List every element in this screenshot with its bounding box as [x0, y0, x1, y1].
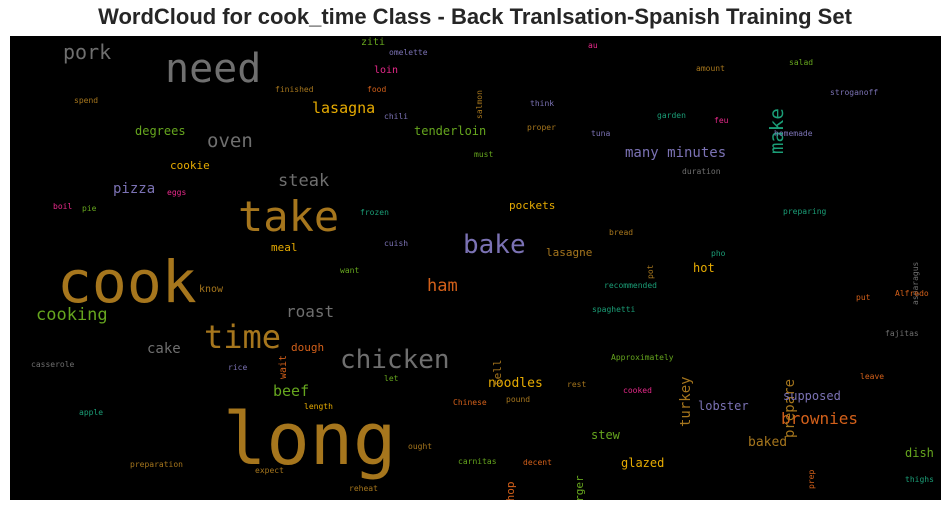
word-supposed: supposed	[783, 389, 841, 403]
word-bread: bread	[609, 228, 634, 237]
word-length: length	[304, 402, 333, 411]
word-glazed: glazed	[621, 456, 665, 470]
word-garden: garden	[657, 111, 686, 120]
wordcloud-canvas: long cook need take time chicken bake make oven p…	[10, 36, 941, 500]
word-tenderloin: tenderloin	[414, 124, 487, 138]
word-need: need	[165, 46, 262, 92]
word-prep: prep	[807, 469, 816, 490]
word-preparing: preparing	[783, 207, 827, 216]
word-asparagus: asparagus	[911, 261, 920, 306]
word-pot: pot	[646, 264, 655, 280]
word-expect: expect	[255, 466, 284, 475]
word-tuna: tuna	[591, 129, 611, 138]
word-time: time	[204, 318, 282, 356]
word-must: must	[474, 150, 494, 159]
word-casserole: casserole	[31, 360, 75, 369]
word-pound: pound	[506, 395, 531, 404]
word-pizza: pizza	[113, 181, 156, 197]
word-leave: leave	[860, 372, 885, 381]
word-proper: proper	[527, 123, 556, 132]
word-meal: meal	[271, 241, 298, 254]
word-duration: duration	[682, 167, 721, 176]
word-cake: cake	[147, 341, 181, 357]
word-boil: boil	[53, 202, 73, 211]
word-cooking: cooking	[36, 305, 108, 325]
word-hot: hot	[693, 261, 715, 275]
word-degrees: degrees	[135, 124, 186, 138]
word-decent: decent	[523, 458, 552, 467]
word-pork: pork	[63, 40, 112, 64]
word-pho: pho	[711, 249, 726, 258]
word-reheat: reheat	[349, 484, 378, 493]
word-chicken: chicken	[340, 345, 450, 375]
word-tell: tell	[491, 359, 504, 387]
word-alfredo: Alfredo	[895, 289, 929, 298]
word-preparation: preparation	[130, 460, 183, 469]
word-chinese: Chinese	[453, 398, 487, 407]
word-know: know	[199, 284, 224, 295]
word-thighs: thighs	[905, 475, 934, 484]
word-carnitas: carnitas	[458, 457, 497, 466]
word-baked: baked	[748, 435, 788, 450]
word-beef: beef	[273, 382, 310, 400]
word-pie: pie	[82, 204, 97, 213]
word-dish: dish	[905, 446, 934, 460]
word-cook: cook	[57, 248, 197, 316]
word-loin: loin	[374, 65, 399, 76]
word-cuish: cuish	[384, 239, 409, 248]
word-steak: steak	[278, 171, 330, 191]
word-brownies: brownies	[781, 409, 859, 428]
word-rest: rest	[567, 380, 587, 389]
word-amount: amount	[696, 64, 725, 73]
word-bake: bake	[463, 230, 526, 260]
word-long: long	[223, 397, 397, 481]
word-salmon: salmon	[475, 89, 484, 119]
word-chop: chop	[504, 481, 517, 500]
word-approximately: Approximately	[611, 353, 674, 362]
word-apple: apple	[79, 408, 104, 417]
word-hamburger: hamburger	[573, 476, 586, 500]
word-cooked: cooked	[623, 386, 652, 395]
word-frozen: frozen	[360, 208, 389, 217]
word-think: think	[530, 99, 555, 108]
word-omelette: omelette	[389, 48, 428, 57]
word-salad: salad	[789, 58, 814, 67]
word-rice: rice	[228, 363, 248, 372]
word-finished: finished	[275, 85, 314, 94]
word-chili: chili	[384, 112, 409, 121]
word-lasagna: lasagna	[312, 99, 376, 117]
word-cookie: cookie	[170, 159, 210, 172]
word-ham: ham	[427, 276, 458, 296]
word-take: take	[238, 192, 340, 241]
word-ziti: ziti	[361, 37, 386, 48]
word-au: au	[588, 41, 598, 50]
word-turkey: turkey	[678, 376, 694, 428]
word-eggs: eggs	[167, 188, 187, 197]
word-let: let	[384, 374, 399, 383]
word-lobster: lobster	[698, 399, 749, 413]
word-oven: oven	[207, 130, 253, 152]
word-noodles: noodles	[488, 376, 543, 391]
word-many-minutes: many minutes	[625, 145, 727, 161]
word-put: put	[856, 293, 871, 302]
word-spaghetti: spaghetti	[592, 305, 636, 314]
word-lasagne: lasagne	[546, 246, 593, 259]
word-ought: ought	[408, 442, 433, 451]
word-food: food	[367, 85, 387, 94]
word-pockets: pockets	[509, 199, 556, 212]
chart-title: WordCloud for cook_time Class - Back Tra…	[98, 4, 852, 29]
word-stew: stew	[591, 428, 620, 442]
word-roast: roast	[286, 302, 335, 321]
word-homemade: homemade	[774, 129, 813, 138]
word-prepare: prepare	[782, 378, 798, 438]
word-dough: dough	[291, 341, 325, 354]
word-fajitas: fajitas	[885, 329, 919, 338]
word-stroganoff: stroganoff	[830, 88, 879, 97]
word-recommended: recommended	[604, 281, 657, 290]
word-want: want	[340, 266, 360, 275]
word-feu: feu	[714, 116, 729, 125]
word-spend: spend	[74, 96, 99, 105]
word-wait: wait	[278, 354, 289, 379]
